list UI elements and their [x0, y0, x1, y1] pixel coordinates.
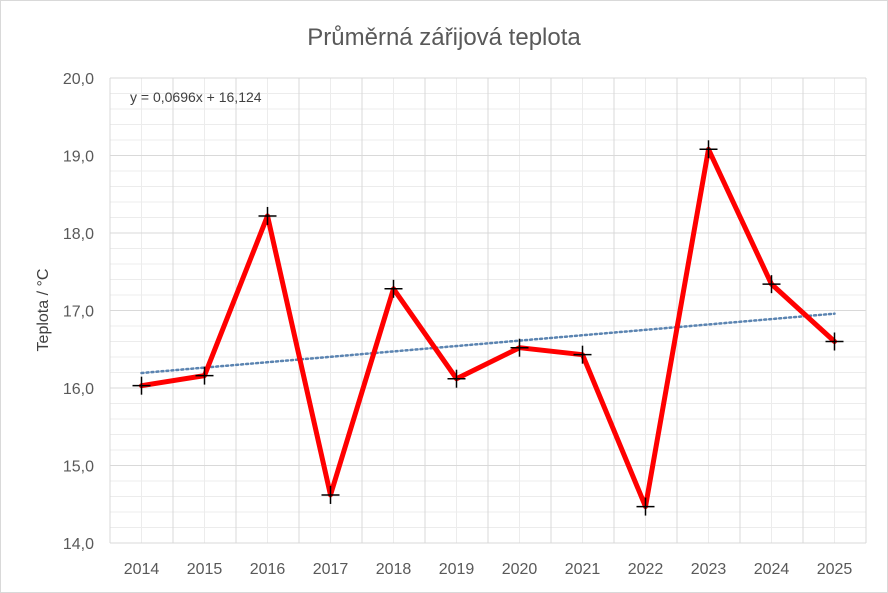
y-axis-ticks: 14,0 15,0 16,0 17,0 18,0 19,0 20,0	[63, 71, 94, 553]
data-point-marker	[825, 332, 844, 351]
x-tick-label: 2019	[439, 561, 475, 578]
x-tick-label: 2022	[628, 561, 664, 578]
x-tick-label: 2021	[565, 561, 601, 578]
data-point-marker	[510, 338, 529, 357]
x-tick-label: 2018	[376, 561, 412, 578]
data-point-marker	[762, 275, 781, 294]
x-axis-ticks: 2014 2015 2016 2017 2018 2019 2020 2021 2022 2023…	[124, 561, 853, 578]
chart-title: Průměrná zářijová teplota	[307, 24, 581, 51]
series-polyline	[139, 146, 837, 510]
y-tick-label: 14,0	[63, 536, 94, 553]
gridlines	[109, 77, 867, 544]
trendline-path	[140, 312, 836, 375]
trendline-equation: y = 0,0696x + 16,124	[130, 89, 262, 105]
data-point-marker	[384, 279, 403, 298]
data-point-marker	[447, 369, 466, 388]
y-tick-label: 19,0	[63, 149, 94, 166]
x-tick-label: 2015	[187, 561, 223, 578]
y-tick-label: 20,0	[63, 71, 94, 88]
y-tick-label: 17,0	[63, 304, 94, 321]
x-tick-label: 2025	[817, 561, 853, 578]
data-point-marker	[699, 140, 718, 159]
x-tick-label: 2024	[754, 561, 790, 578]
x-tick-label: 2016	[250, 561, 286, 578]
y-tick-label: 16,0	[63, 381, 94, 398]
data-point-marker	[195, 366, 214, 385]
y-axis-label: Teplota / °C	[35, 269, 52, 352]
data-point-marker	[636, 497, 655, 516]
x-tick-label: 2017	[313, 561, 349, 578]
series-line	[139, 146, 837, 510]
trendline	[140, 312, 836, 375]
data-point-marker	[573, 345, 592, 364]
x-tick-label: 2020	[502, 561, 538, 578]
data-point-marker	[321, 485, 340, 504]
data-point-marker	[258, 206, 277, 225]
data-point-marker	[132, 376, 151, 395]
y-tick-label: 18,0	[63, 226, 94, 243]
x-tick-label: 2014	[124, 561, 160, 578]
data-markers	[132, 140, 844, 516]
x-tick-label: 2023	[691, 561, 727, 578]
y-tick-label: 15,0	[63, 459, 94, 476]
